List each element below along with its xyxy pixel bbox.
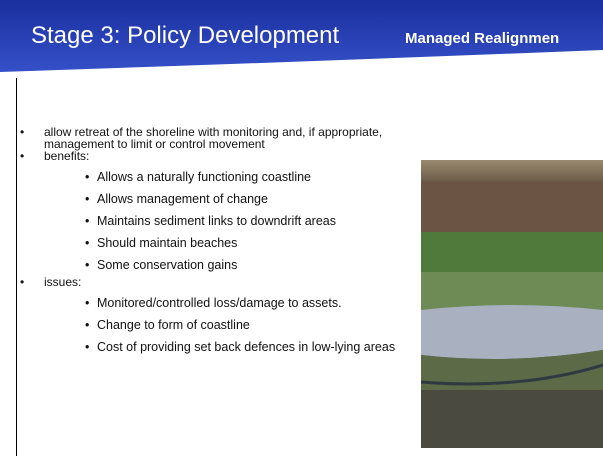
bullet-list: allow retreat of the shoreline with moni… bbox=[20, 126, 420, 358]
sub-bullet: Allows management of change bbox=[20, 192, 420, 206]
sub-list: Monitored/controlled loss/damage to asse… bbox=[20, 296, 420, 354]
left-rule bbox=[16, 78, 17, 456]
sub-bullet: Cost of providing set back defences in l… bbox=[20, 340, 420, 354]
bullet: issues: bbox=[20, 276, 420, 288]
sub-bullet: Should maintain beaches bbox=[20, 236, 420, 250]
coast-photo bbox=[421, 160, 603, 448]
slide-subtitle: Managed Realignmen bbox=[405, 30, 559, 47]
slide: Stage 3: Policy Development Managed Real… bbox=[0, 0, 603, 456]
bullet: benefits: bbox=[20, 150, 420, 162]
sub-bullet: Allows a naturally functioning coastline bbox=[20, 170, 420, 184]
sub-bullet: Maintains sediment links to downdrift ar… bbox=[20, 214, 420, 228]
sub-list: Allows a naturally functioning coastline… bbox=[20, 170, 420, 272]
slide-title: Stage 3: Policy Development bbox=[31, 22, 339, 50]
bullet: allow retreat of the shoreline with moni… bbox=[20, 126, 420, 150]
sub-bullet: Change to form of coastline bbox=[20, 318, 420, 332]
sub-bullet: Monitored/controlled loss/damage to asse… bbox=[20, 296, 420, 310]
sub-bullet: Some conservation gains bbox=[20, 258, 420, 272]
